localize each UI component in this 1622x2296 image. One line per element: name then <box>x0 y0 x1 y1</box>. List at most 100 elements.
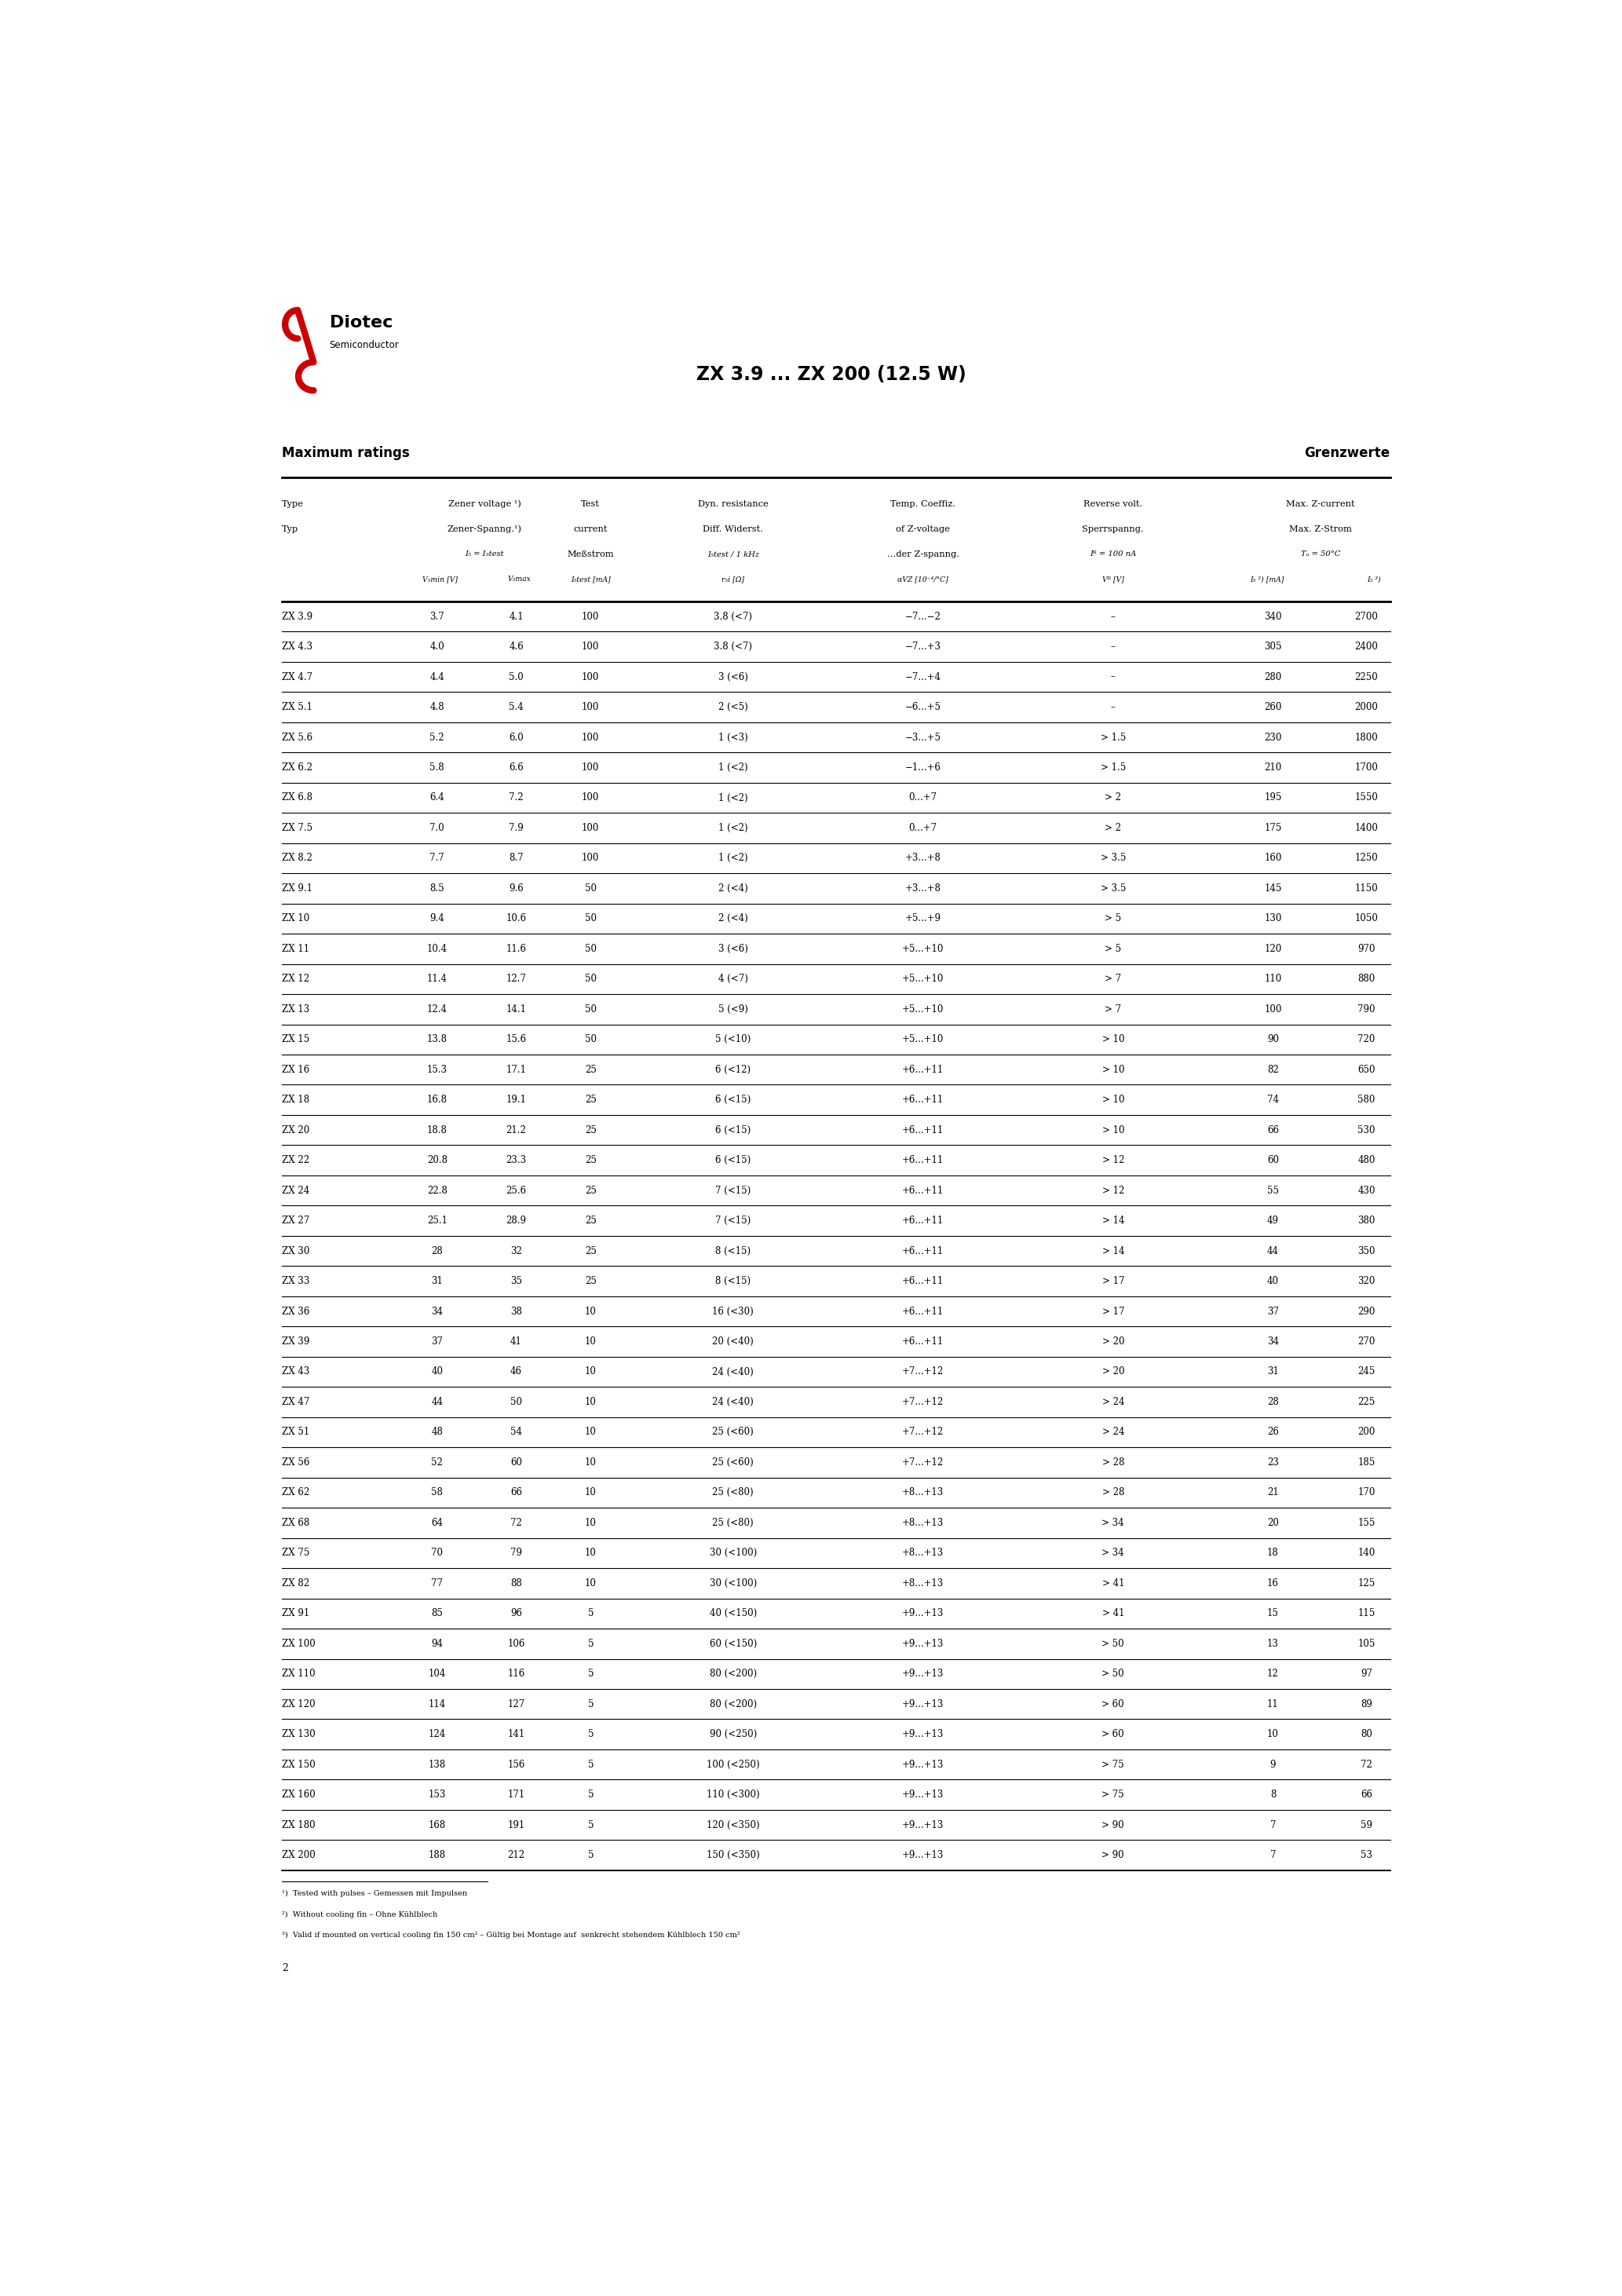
Text: ZX 150: ZX 150 <box>282 1759 315 1770</box>
Text: 50: 50 <box>586 974 597 985</box>
Text: > 41: > 41 <box>1101 1609 1124 1619</box>
Text: 50: 50 <box>586 944 597 953</box>
Text: +9...+13: +9...+13 <box>902 1759 944 1770</box>
Text: ZX 130: ZX 130 <box>282 1729 315 1740</box>
Text: 171: 171 <box>508 1789 526 1800</box>
Text: 125: 125 <box>1358 1577 1375 1589</box>
Text: 79: 79 <box>511 1548 522 1559</box>
Text: 70: 70 <box>431 1548 443 1559</box>
Text: Reverse volt.: Reverse volt. <box>1083 501 1142 507</box>
Text: 160: 160 <box>1264 854 1281 863</box>
Text: 350: 350 <box>1358 1247 1375 1256</box>
Text: 34: 34 <box>431 1306 443 1316</box>
Text: +8...+13: +8...+13 <box>902 1518 944 1527</box>
Text: 5: 5 <box>587 1821 594 1830</box>
Text: +9...+13: +9...+13 <box>902 1699 944 1708</box>
Text: 25: 25 <box>586 1125 597 1134</box>
Text: 1250: 1250 <box>1354 854 1379 863</box>
Text: > 34: > 34 <box>1101 1518 1124 1527</box>
Text: ZX 10: ZX 10 <box>282 914 310 923</box>
Text: +9...+13: +9...+13 <box>902 1789 944 1800</box>
Text: ZX 56: ZX 56 <box>282 1458 310 1467</box>
Text: +7...+12: +7...+12 <box>902 1458 944 1467</box>
Text: V₅max: V₅max <box>508 576 530 583</box>
Text: –: – <box>1111 703 1116 712</box>
Text: ZX 12: ZX 12 <box>282 974 310 985</box>
Text: 2: 2 <box>282 1963 289 1972</box>
Text: ZX 20: ZX 20 <box>282 1125 310 1134</box>
Text: > 41: > 41 <box>1101 1577 1124 1589</box>
Text: +6...+11: +6...+11 <box>902 1277 944 1286</box>
Text: 15: 15 <box>1267 1609 1278 1619</box>
Text: 48: 48 <box>431 1428 443 1437</box>
Text: 25: 25 <box>586 1185 597 1196</box>
Text: 1 (<3): 1 (<3) <box>719 732 748 742</box>
Text: 320: 320 <box>1358 1277 1375 1286</box>
Text: 23.3: 23.3 <box>506 1155 527 1166</box>
Text: ZX 68: ZX 68 <box>282 1518 310 1527</box>
Text: 25 (<80): 25 (<80) <box>712 1488 754 1497</box>
Text: 5: 5 <box>587 1789 594 1800</box>
Text: 49: 49 <box>1267 1215 1278 1226</box>
Text: Diff. Widerst.: Diff. Widerst. <box>702 526 764 533</box>
Text: 82: 82 <box>1267 1065 1278 1075</box>
Text: +8...+13: +8...+13 <box>902 1488 944 1497</box>
Text: 13.8: 13.8 <box>427 1035 448 1045</box>
Text: 9.6: 9.6 <box>509 884 524 893</box>
Text: Grenzwerte: Grenzwerte <box>1304 445 1390 461</box>
Text: –: – <box>1111 611 1116 622</box>
Text: 110 (<300): 110 (<300) <box>707 1789 759 1800</box>
Text: 12.4: 12.4 <box>427 1003 448 1015</box>
Text: 11: 11 <box>1267 1699 1278 1708</box>
Text: 59: 59 <box>1361 1821 1372 1830</box>
Text: ZX 5.1: ZX 5.1 <box>282 703 313 712</box>
Text: 10.4: 10.4 <box>427 944 448 953</box>
Text: 156: 156 <box>508 1759 526 1770</box>
Text: 7: 7 <box>1270 1851 1277 1860</box>
Text: Maximum ratings: Maximum ratings <box>282 445 410 461</box>
Text: +9...+13: +9...+13 <box>902 1851 944 1860</box>
Text: > 60: > 60 <box>1101 1699 1124 1708</box>
Text: > 3.5: > 3.5 <box>1100 854 1126 863</box>
Text: ZX 62: ZX 62 <box>282 1488 310 1497</box>
Text: 380: 380 <box>1358 1215 1375 1226</box>
Text: > 5: > 5 <box>1105 914 1121 923</box>
Text: 32: 32 <box>511 1247 522 1256</box>
Text: 22.8: 22.8 <box>427 1185 448 1196</box>
Text: 191: 191 <box>508 1821 526 1830</box>
Text: 25 (<80): 25 (<80) <box>712 1518 754 1527</box>
Text: > 14: > 14 <box>1101 1215 1124 1226</box>
Text: I₅ ³): I₅ ³) <box>1367 576 1382 583</box>
Text: Typ: Typ <box>282 526 298 533</box>
Text: ZX 6.8: ZX 6.8 <box>282 792 313 804</box>
Text: 17.1: 17.1 <box>506 1065 527 1075</box>
Text: 9: 9 <box>1270 1759 1277 1770</box>
Text: 1150: 1150 <box>1354 884 1379 893</box>
Text: 54: 54 <box>511 1428 522 1437</box>
Text: ZX 4.7: ZX 4.7 <box>282 673 313 682</box>
Text: +6...+11: +6...+11 <box>902 1125 944 1134</box>
Text: 40 (<150): 40 (<150) <box>709 1609 757 1619</box>
Text: 120 (<350): 120 (<350) <box>707 1821 759 1830</box>
Text: –: – <box>1111 641 1116 652</box>
Text: 6 (<15): 6 (<15) <box>715 1155 751 1166</box>
Text: ZX 18: ZX 18 <box>282 1095 310 1104</box>
Text: ZX 39: ZX 39 <box>282 1336 310 1348</box>
Text: 104: 104 <box>428 1669 446 1678</box>
Text: > 1.5: > 1.5 <box>1100 732 1126 742</box>
Text: +6...+11: +6...+11 <box>902 1065 944 1075</box>
Text: –: – <box>1111 673 1116 682</box>
Text: +5...+10: +5...+10 <box>902 1035 944 1045</box>
Text: > 17: > 17 <box>1101 1306 1124 1316</box>
Text: 40: 40 <box>1267 1277 1278 1286</box>
Text: 1400: 1400 <box>1354 822 1379 833</box>
Text: ZX 120: ZX 120 <box>282 1699 315 1708</box>
Text: 2250: 2250 <box>1354 673 1379 682</box>
Text: > 7: > 7 <box>1105 974 1121 985</box>
Text: 46: 46 <box>511 1366 522 1378</box>
Text: 100: 100 <box>582 854 600 863</box>
Text: 31: 31 <box>431 1277 443 1286</box>
Text: 28: 28 <box>431 1247 443 1256</box>
Text: 100: 100 <box>1264 1003 1281 1015</box>
Text: > 12: > 12 <box>1101 1185 1124 1196</box>
